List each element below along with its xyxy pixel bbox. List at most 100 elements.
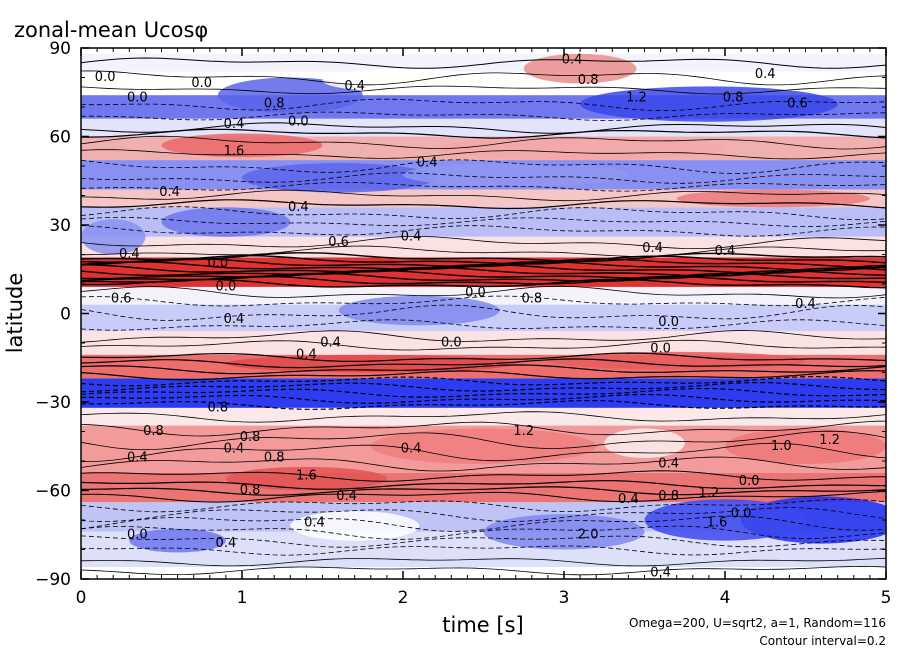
- contour-label: 1.2: [626, 91, 647, 106]
- contour-label: 0.4: [715, 244, 736, 259]
- heatmap-blob: [338, 295, 500, 326]
- heatmap-band: [81, 472, 886, 503]
- contour-label: 1.6: [296, 468, 317, 483]
- negative-contour-line: [81, 507, 886, 522]
- negative-contour-line: [81, 525, 886, 540]
- contour-label: 0.4: [618, 492, 639, 507]
- positive-contour-line: [81, 257, 886, 269]
- positive-contour-line: [81, 122, 886, 134]
- positive-contour-line: [81, 490, 886, 503]
- contour-label: 1.2: [819, 433, 840, 448]
- contour-label: 0.0: [441, 336, 462, 351]
- positive-contour-line: [81, 339, 886, 351]
- negative-contour-line: [81, 375, 886, 387]
- positive-contour-line: [81, 411, 886, 423]
- y-axis-label: latitude: [3, 273, 27, 354]
- contour-label: 0.4: [119, 247, 140, 262]
- heatmap-blob: [217, 77, 363, 113]
- contour-label: 0.4: [336, 489, 357, 504]
- contour-label: 0.4: [224, 312, 245, 327]
- negative-contour-line: [81, 225, 886, 237]
- positive-contour-line: [81, 70, 886, 86]
- heatmap-blob: [242, 163, 436, 193]
- positive-contour-line: [81, 352, 886, 362]
- contour-label: 0.0: [731, 507, 752, 522]
- contour-label: 0.8: [578, 73, 599, 88]
- y-tick-label: 60: [49, 128, 71, 148]
- heatmap-band: [81, 378, 886, 408]
- contour-label: 0.4: [650, 566, 671, 581]
- contour-label: 0.4: [288, 200, 309, 215]
- x-tick-label: 5: [881, 588, 892, 608]
- contour-label: 0.0: [191, 76, 212, 91]
- negative-contour-line: [81, 111, 886, 121]
- negative-contour-line: [81, 545, 886, 556]
- heatmap-band: [81, 407, 886, 426]
- contour-label: 0.4: [224, 442, 245, 457]
- negative-contour-line: [81, 400, 886, 410]
- x-tick-label: 0: [76, 588, 87, 608]
- contour-label: 0.8: [264, 97, 285, 112]
- contour-label: 0.4: [755, 67, 776, 82]
- x-tick-label: 1: [237, 588, 248, 608]
- positive-contour-line: [81, 330, 886, 343]
- positive-contour-line: [81, 442, 886, 463]
- positive-contour-line: [81, 149, 886, 160]
- positive-contour-line: [81, 57, 886, 69]
- negative-contour-line: [81, 172, 886, 184]
- positive-contour-line: [81, 278, 886, 289]
- positive-contour-line: [81, 85, 886, 95]
- negative-contour-line: [81, 216, 886, 228]
- chart-title: zonal-mean Ucosφ: [14, 18, 208, 42]
- positive-contour-line: [81, 370, 886, 381]
- y-tick-label: −90: [35, 570, 71, 590]
- heatmap-blob: [644, 499, 806, 541]
- heatmap-band: [81, 286, 886, 305]
- contour-label: 0.4: [304, 515, 325, 530]
- heatmap-blob: [725, 428, 886, 464]
- heatmap-band: [81, 567, 886, 579]
- y-tick-label: 30: [49, 216, 71, 236]
- contour-label: 0.8: [208, 400, 229, 415]
- positive-contour-line: [81, 269, 886, 280]
- contour-labels: 0.0 0.0 0.40.40.81.20.0 0.8 0.8 0.60.40.4 0.01…: [95, 52, 840, 581]
- contour-label: 1.2: [699, 486, 720, 501]
- positive-contour-line: [81, 128, 886, 139]
- footnote-parameters: Omega=200, U=sqrt2, a=1, Random=116: [629, 616, 886, 630]
- negative-contour-line: [81, 159, 886, 174]
- contour-label: 0.4: [159, 185, 180, 200]
- positive-contour-line: [81, 456, 886, 472]
- positive-contour-line: [81, 135, 886, 150]
- contour-label: 0.0: [95, 70, 116, 85]
- contour-label: 0.0: [127, 91, 148, 106]
- contour-label: 0.4: [562, 52, 583, 67]
- contour-label: 0.0: [465, 285, 486, 300]
- positive-contour-line: [81, 430, 886, 451]
- positive-contour-line: [81, 486, 886, 496]
- contour-label: 0.4: [658, 456, 679, 471]
- contour-label: 0.8: [143, 424, 164, 439]
- contour-label: 0.6: [787, 97, 808, 112]
- heatmap-blob: [129, 528, 226, 553]
- x-tick-label: 2: [398, 588, 409, 608]
- negative-contour-line: [81, 304, 886, 321]
- positive-contour-line: [81, 358, 886, 369]
- contour-label: 1.0: [771, 439, 792, 454]
- heatmap-band: [81, 53, 886, 72]
- contour-label: 0.4: [401, 229, 422, 244]
- negative-contour-line: [81, 387, 886, 398]
- contour-label: 0.0: [288, 114, 309, 129]
- contour-label: 0.0: [739, 474, 760, 489]
- contour-label: 0.0: [650, 341, 671, 356]
- x-axis-label: time [s]: [442, 613, 523, 637]
- contour-label: 0.0: [658, 315, 679, 330]
- contour-label: 0.4: [127, 451, 148, 466]
- y-tick-label: 0: [60, 305, 71, 325]
- negative-contour-line: [81, 535, 886, 548]
- heatmap-blob: [483, 514, 645, 550]
- contour-label: 0.0: [216, 279, 237, 294]
- contour-label: 0.4: [320, 336, 341, 351]
- x-tick-label: 3: [559, 588, 570, 608]
- positive-contour-line: [81, 199, 886, 210]
- contour-label: 2.0: [578, 527, 599, 542]
